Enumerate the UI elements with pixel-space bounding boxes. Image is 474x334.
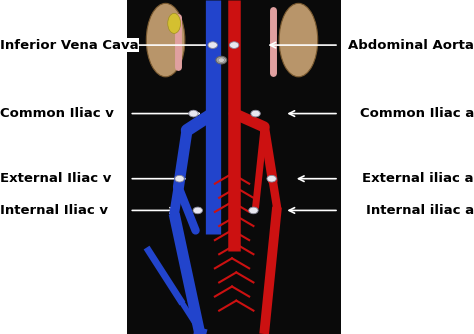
Circle shape bbox=[218, 58, 225, 62]
Ellipse shape bbox=[279, 3, 318, 77]
Text: Internal iliac a: Internal iliac a bbox=[366, 204, 474, 217]
Text: Abdominal Aorta: Abdominal Aorta bbox=[348, 39, 474, 51]
Text: Common Iliac a: Common Iliac a bbox=[360, 107, 474, 120]
Circle shape bbox=[216, 56, 227, 64]
Ellipse shape bbox=[146, 3, 185, 77]
Circle shape bbox=[175, 175, 184, 182]
Text: Common Iliac v: Common Iliac v bbox=[0, 107, 114, 120]
Circle shape bbox=[208, 42, 218, 48]
Circle shape bbox=[229, 42, 239, 48]
Text: External iliac a: External iliac a bbox=[363, 172, 474, 185]
Text: External Iliac v: External Iliac v bbox=[0, 172, 111, 185]
Ellipse shape bbox=[168, 13, 181, 33]
Circle shape bbox=[251, 110, 260, 117]
Circle shape bbox=[193, 207, 202, 214]
Text: Internal Iliac v: Internal Iliac v bbox=[0, 204, 108, 217]
Circle shape bbox=[267, 175, 276, 182]
Circle shape bbox=[189, 110, 198, 117]
Circle shape bbox=[249, 207, 258, 214]
Text: Inferior Vena Cava: Inferior Vena Cava bbox=[0, 39, 138, 51]
Bar bbox=[127, 0, 341, 334]
